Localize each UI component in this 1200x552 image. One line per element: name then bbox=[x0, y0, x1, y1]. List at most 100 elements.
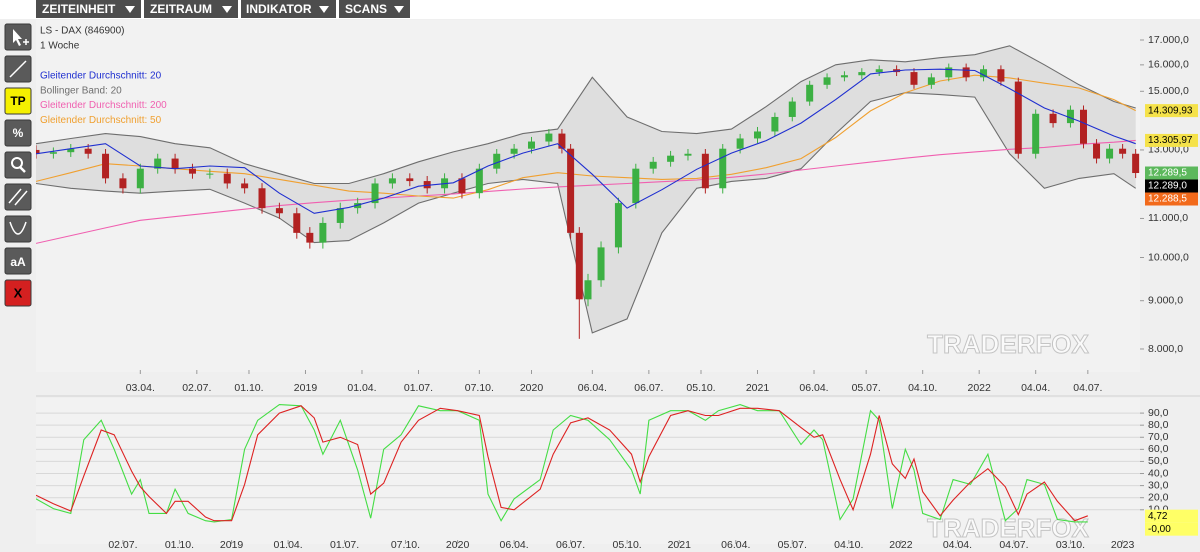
bollinger-lower bbox=[36, 92, 1137, 334]
legend-entry: Bollinger Band: 20 bbox=[40, 85, 122, 96]
x-tick-label: 04.07. bbox=[999, 539, 1028, 551]
channel-icon bbox=[8, 188, 28, 206]
moving-average bbox=[36, 68, 1136, 214]
x-tick-label: 01.07. bbox=[404, 382, 433, 394]
x-tick-label: 06.04. bbox=[500, 539, 529, 551]
y-tick-label: 70,0 bbox=[1148, 431, 1169, 443]
moving-average bbox=[36, 139, 1136, 244]
y-tick-label: 90,0 bbox=[1148, 407, 1169, 419]
value-label: 13.305,97 bbox=[1148, 135, 1193, 146]
candle-body bbox=[388, 178, 396, 184]
x-tick-label: 07.10. bbox=[465, 382, 494, 394]
plot-area bbox=[36, 45, 1140, 339]
x-tick-label: 06.07. bbox=[634, 382, 663, 394]
candle-body bbox=[754, 131, 762, 139]
x-tick-label: 2022 bbox=[889, 539, 913, 551]
value-label: 12.289,0 bbox=[1148, 181, 1187, 192]
x-tick-label: 2021 bbox=[746, 382, 770, 394]
candle-body bbox=[527, 141, 535, 149]
channel-tool[interactable] bbox=[4, 183, 32, 211]
candle-body bbox=[1132, 153, 1140, 174]
y-tick-label: 9.000,0 bbox=[1148, 294, 1183, 306]
y-tick-label: 10,0 bbox=[1148, 504, 1169, 516]
chart-title: LS - DAX (846900) bbox=[40, 26, 125, 37]
delete-tool[interactable] bbox=[4, 279, 32, 307]
candle-body bbox=[493, 153, 501, 169]
percent-tool[interactable] bbox=[4, 119, 32, 147]
x-tick-label: 04.07. bbox=[1073, 382, 1102, 394]
legend-entry: Gleitender Durchschnitt: 20 bbox=[40, 71, 162, 82]
candle-body bbox=[1119, 148, 1127, 154]
candle-body bbox=[1079, 109, 1087, 144]
x-tick-label: 06.04. bbox=[721, 539, 750, 551]
oscillator-line bbox=[36, 404, 1088, 523]
candle-body bbox=[1093, 143, 1101, 159]
toolbar: TP % aA X bbox=[4, 23, 32, 307]
menu-tab[interactable] bbox=[241, 0, 336, 18]
candle-body bbox=[567, 148, 575, 233]
candle-body bbox=[84, 148, 92, 154]
x-tick-label: 05.07. bbox=[852, 382, 881, 394]
y-tick-label: 30,0 bbox=[1148, 479, 1169, 491]
menu-tab[interactable] bbox=[36, 0, 141, 18]
candle-body bbox=[927, 77, 935, 85]
bollinger-band bbox=[36, 45, 1136, 333]
candle-body bbox=[188, 168, 196, 174]
value-label: 12.289,5 bbox=[1148, 168, 1187, 179]
candle-body bbox=[119, 178, 127, 189]
y-tick-label: 16.000,0 bbox=[1148, 59, 1189, 71]
candle-body bbox=[614, 203, 622, 248]
dropdown-arrow bbox=[319, 6, 329, 13]
menu-label: ZEITEINHEIT bbox=[42, 2, 116, 16]
candle-body bbox=[823, 77, 831, 85]
magnifier-handle bbox=[19, 166, 26, 173]
x-tick-label: 01.04. bbox=[347, 382, 376, 394]
value-label-box bbox=[1145, 104, 1198, 118]
value-label-box bbox=[1145, 179, 1198, 193]
x-tick-label: 05.10. bbox=[613, 539, 642, 551]
magnifier-icon bbox=[11, 157, 23, 169]
candle-body bbox=[788, 101, 796, 117]
curve-tool[interactable] bbox=[4, 215, 32, 243]
candle-body bbox=[154, 158, 162, 169]
y-tick-label: 11.000,0 bbox=[1148, 212, 1188, 224]
candle-body bbox=[241, 183, 249, 189]
x-tick-label: 2019 bbox=[294, 382, 318, 394]
x-tick-label: 2020 bbox=[520, 382, 544, 394]
value-label-box bbox=[1145, 166, 1198, 180]
y-tick-label: 80,0 bbox=[1148, 419, 1169, 431]
candle-body bbox=[423, 181, 431, 189]
candle-body bbox=[684, 153, 692, 156]
x-tick-label: 02.07. bbox=[182, 382, 211, 394]
x-tick-label: 2019 bbox=[220, 539, 244, 551]
menu-tab[interactable] bbox=[144, 0, 238, 18]
y-tick-label: 60,0 bbox=[1148, 443, 1169, 455]
value-label: 14.309,93 bbox=[1148, 105, 1193, 116]
curve-icon bbox=[9, 221, 27, 235]
tp-tool[interactable] bbox=[4, 87, 32, 115]
menu: ZEITEINHEIT ZEITRAUM INDIKATOR SCANS bbox=[36, 0, 410, 18]
x-tick-label: 06.04. bbox=[578, 382, 607, 394]
x-tick-label: 06.04. bbox=[799, 382, 828, 394]
value-label: 12.288,5 bbox=[1148, 194, 1187, 205]
candle-body bbox=[102, 153, 110, 179]
candle-body bbox=[980, 69, 988, 78]
x-tick-label: 03.10. bbox=[1056, 539, 1085, 551]
x-tick-label: 05.10. bbox=[686, 382, 715, 394]
text-tool[interactable] bbox=[4, 247, 32, 275]
x-tick-label: 04.10. bbox=[908, 382, 937, 394]
candle-body bbox=[258, 188, 266, 209]
zoom-tool[interactable] bbox=[4, 151, 32, 179]
x-tick-label: 05.07. bbox=[778, 539, 807, 551]
value-label-box bbox=[1145, 133, 1198, 147]
candle-body bbox=[475, 168, 483, 194]
candle-body bbox=[510, 148, 518, 154]
candle-body bbox=[545, 133, 553, 142]
candle-body bbox=[306, 232, 314, 243]
legend-entry: Gleitender Durchschnitt: 200 bbox=[40, 100, 167, 111]
x-tick-label: 03.04. bbox=[126, 382, 155, 394]
menu-tab[interactable] bbox=[339, 0, 410, 18]
watermark: TRADERFOX bbox=[927, 329, 1089, 359]
